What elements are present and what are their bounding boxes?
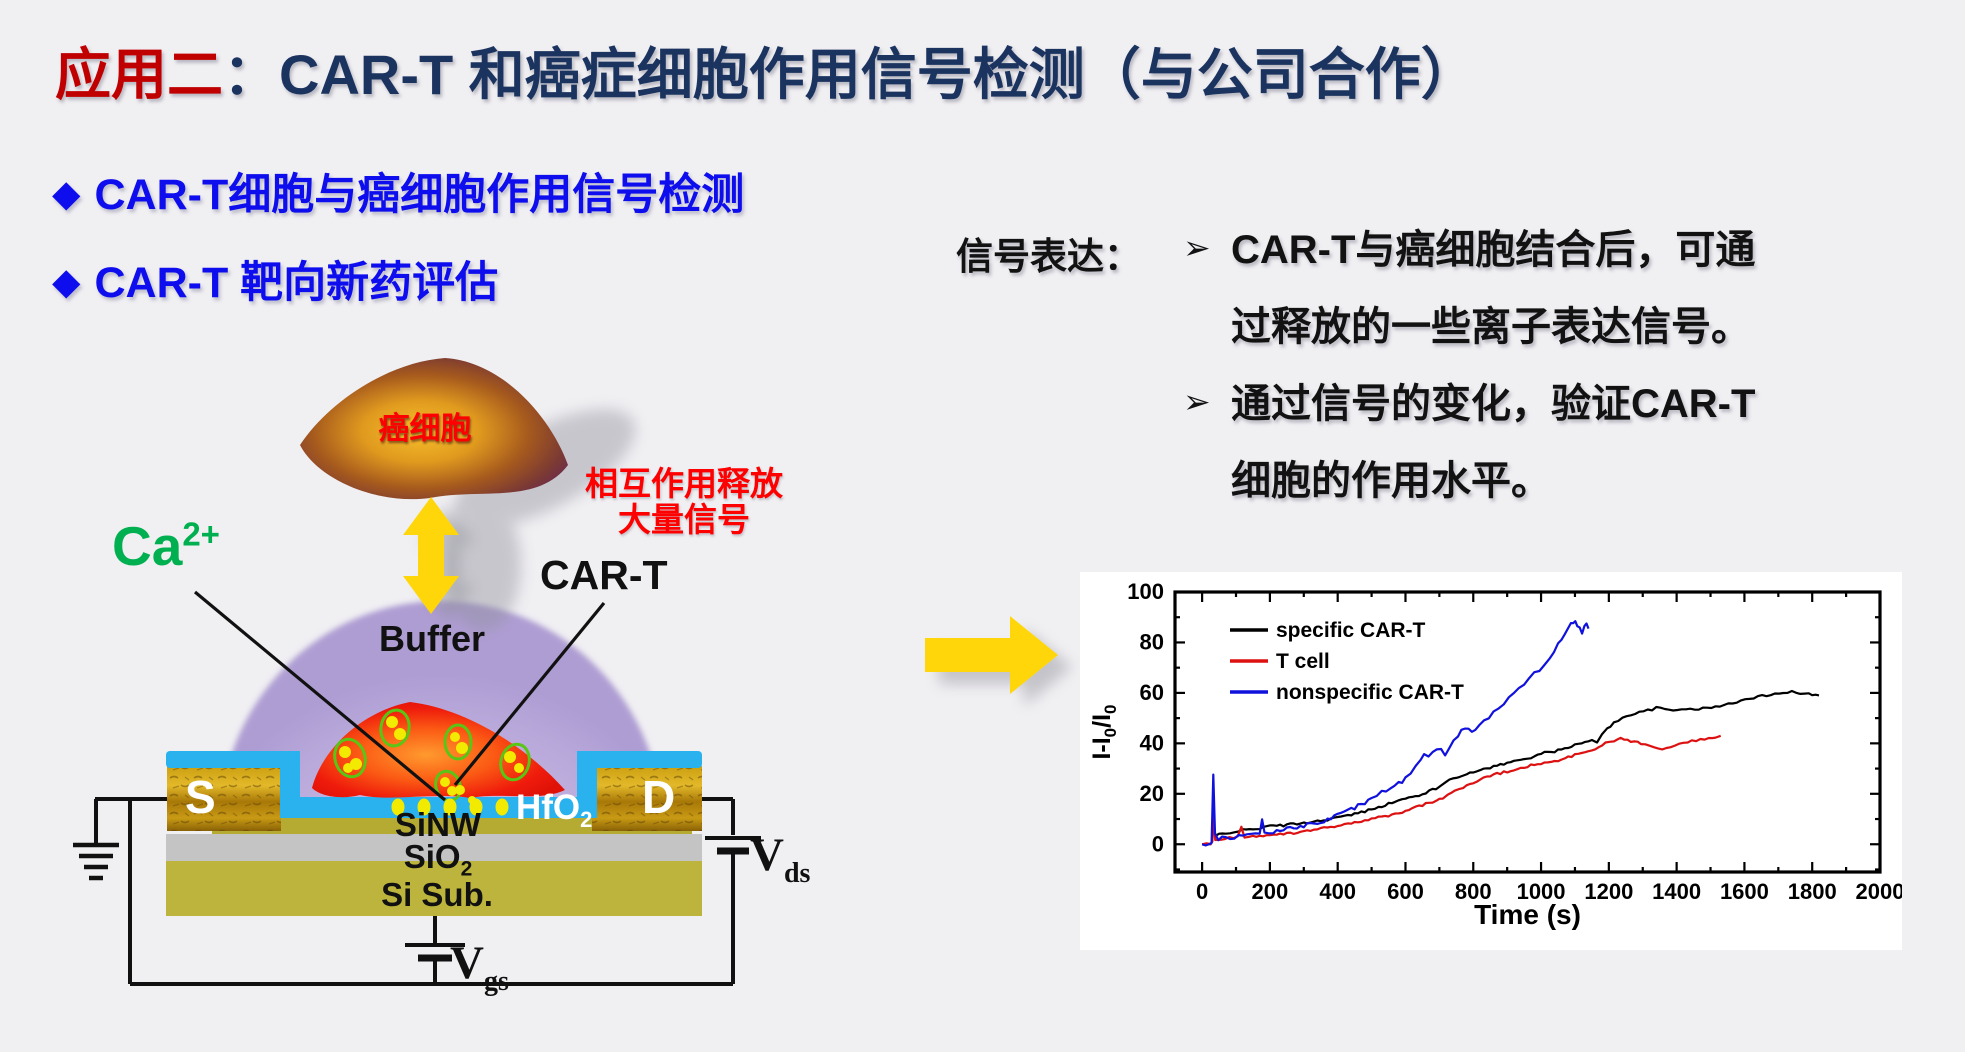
svg-text:1000: 1000 [1517, 879, 1566, 904]
signal-point-1: ➢ CAR-T与癌细胞结合后，可通 过释放的一些离子表达信号。 [1183, 212, 1755, 366]
circuit-wires [94, 797, 735, 986]
bullet-item-1: ◆ CAR-T细胞与癌细胞作用信号检测 [52, 160, 744, 222]
hfo2-label: HfO2 [516, 788, 593, 832]
sio2-layer [166, 834, 702, 861]
result-arrow-right [925, 616, 1058, 694]
cart-callout-line [453, 601, 606, 787]
buffer-label: Buffer [379, 618, 485, 659]
release-signal-label: 相互作用释放 大量信号 [585, 465, 783, 538]
svg-text:I-I0/I0: I-I0/I0 [1088, 704, 1120, 759]
source-label: S [185, 771, 216, 823]
diamond-bullet-icon: ◆ [52, 261, 81, 302]
svg-text:80: 80 [1140, 629, 1164, 654]
signal-point-2-text: 通过信号的变化，验证CAR-T 细胞的作用水平。 [1231, 382, 1756, 503]
ca-callout-line [193, 590, 447, 802]
arrow-bullet-icon: ➢ [1183, 229, 1211, 266]
svg-text:60: 60 [1140, 680, 1164, 705]
svg-text:1200: 1200 [1584, 879, 1633, 904]
svg-text:100: 100 [1127, 579, 1164, 604]
ion-dots [339, 716, 524, 816]
si-substrate-layer [166, 861, 702, 916]
svg-text:nonspecific CAR-T: nonspecific CAR-T [1276, 681, 1464, 704]
signal-points: ➢ CAR-T与癌细胞结合后，可通 过释放的一些离子表达信号。 ➢ 通过信号的变… [1183, 212, 1755, 520]
svg-text:0: 0 [1196, 879, 1208, 904]
svg-text:1800: 1800 [1788, 879, 1837, 904]
svg-text:T cell: T cell [1276, 650, 1330, 673]
callout-lines [193, 590, 606, 802]
drain-label: D [642, 771, 676, 823]
svg-text:1600: 1600 [1720, 879, 1769, 904]
svg-text:specific CAR-T: specific CAR-T [1276, 619, 1426, 642]
sinw-label: SiNW [394, 806, 482, 843]
arrow-bullet-icon: ➢ [1183, 383, 1211, 420]
svg-text:Time (s): Time (s) [1474, 899, 1581, 930]
si-substrate-label: Si Sub. [381, 876, 493, 913]
svg-text:200: 200 [1252, 879, 1289, 904]
signal-expression-label: 信号表达： [956, 236, 1141, 277]
ground-symbol [73, 842, 119, 881]
svg-text:800: 800 [1455, 879, 1492, 904]
hfo2-layer [166, 751, 702, 818]
title-highlight: 应用二 [55, 43, 223, 106]
vgs-battery-symbol [405, 943, 465, 962]
bullet-1-text: CAR-T细胞与癌细胞作用信号检测 [94, 171, 745, 219]
cancer-cell-shape [300, 358, 568, 500]
svg-text:2000: 2000 [1856, 879, 1902, 904]
svg-text:400: 400 [1319, 879, 1356, 904]
result-chart: 0 200 400 600 800 1000 1200 1400 1600 1800 2000 0 20… [1080, 572, 1904, 950]
svg-text:40: 40 [1140, 730, 1164, 755]
source-electrode [167, 766, 281, 831]
signal-point-2: ➢ 通过信号的变化，验证CAR-T 细胞的作用水平。 [1183, 366, 1755, 520]
vgs-label: Vgs [450, 937, 509, 998]
svg-text:20: 20 [1140, 781, 1164, 806]
vds-battery-symbol [705, 836, 761, 855]
calcium-ion-label: Ca2+ [112, 515, 220, 577]
bullet-2-text: CAR-T 靶向新药评估 [94, 259, 499, 307]
svg-text:600: 600 [1387, 879, 1424, 904]
title-rest: ：CAR-T 和癌症细胞作用信号检测（与公司合作） [223, 43, 1477, 106]
interaction-double-arrow [403, 497, 459, 614]
signal-point-1-text: CAR-T与癌细胞结合后，可通 过释放的一些离子表达信号。 [1231, 228, 1756, 349]
cart-label: CAR-T [540, 552, 668, 598]
result-chart-panel: 0 200 400 600 800 1000 1200 1400 1600 1800 2000 0 20… [1080, 572, 1904, 950]
sinw-layer [212, 816, 692, 838]
svg-text:1400: 1400 [1652, 879, 1701, 904]
bullet-item-2: ◆ CAR-T 靶向新药评估 [52, 248, 498, 310]
vds-label: Vds [750, 829, 811, 890]
drain-electrode [592, 766, 702, 831]
cancer-cell-label: 癌细胞 [378, 411, 472, 446]
fet-device [166, 751, 702, 916]
sio2-label: SiO2 [403, 838, 473, 881]
diamond-bullet-icon: ◆ [52, 173, 81, 214]
page-title: 应用二：CAR-T 和癌症细胞作用信号检测（与公司合作） [55, 30, 1477, 111]
svg-text:0: 0 [1152, 831, 1164, 856]
